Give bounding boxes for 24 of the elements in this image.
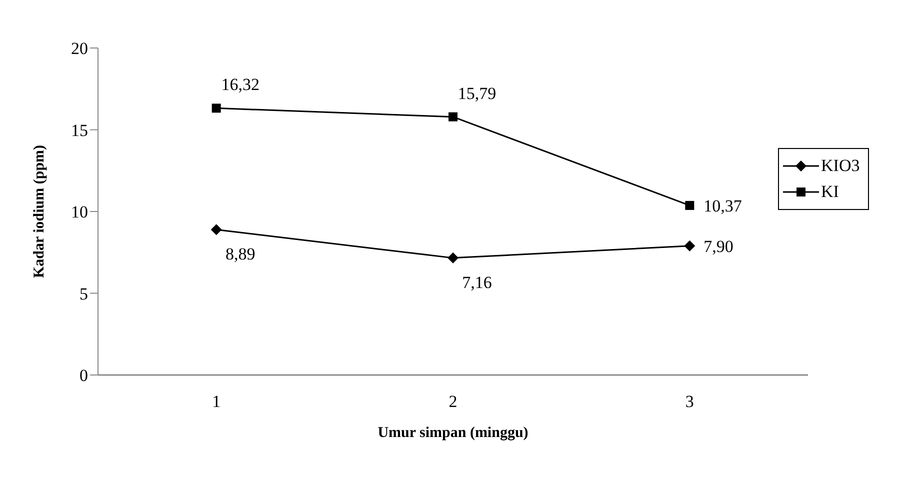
point (684, 240, 696, 252)
y-axis-title: Kadar iodium (ppm) (31, 144, 48, 278)
y-tick-label: 20 (71, 39, 88, 58)
point (685, 200, 694, 210)
x-tick-label: 3 (685, 392, 694, 412)
data-label: 8,89 (225, 244, 256, 264)
y-tick-label: 5 (80, 284, 88, 304)
data-label: 7,16 (462, 272, 492, 292)
point (448, 112, 458, 122)
y-tick-label: 15 (71, 120, 88, 140)
data-label: 7,90 (704, 236, 734, 256)
x-tick-label: 1 (212, 392, 221, 412)
point (210, 224, 222, 236)
x-tick-label: 2 (448, 392, 458, 412)
data-label: 15,79 (458, 84, 496, 103)
data-label: 16,32 (221, 75, 260, 94)
point (448, 252, 458, 264)
y-tick-label: 10 (71, 202, 88, 222)
point (212, 104, 221, 113)
y-tick-label: 0 (80, 366, 88, 386)
x-axis-title: Umur simpan (minggu) (378, 425, 528, 441)
legend-label: KIO3 (821, 156, 860, 176)
legend-label: KI (821, 182, 839, 202)
data-label: 10,37 (704, 196, 742, 216)
